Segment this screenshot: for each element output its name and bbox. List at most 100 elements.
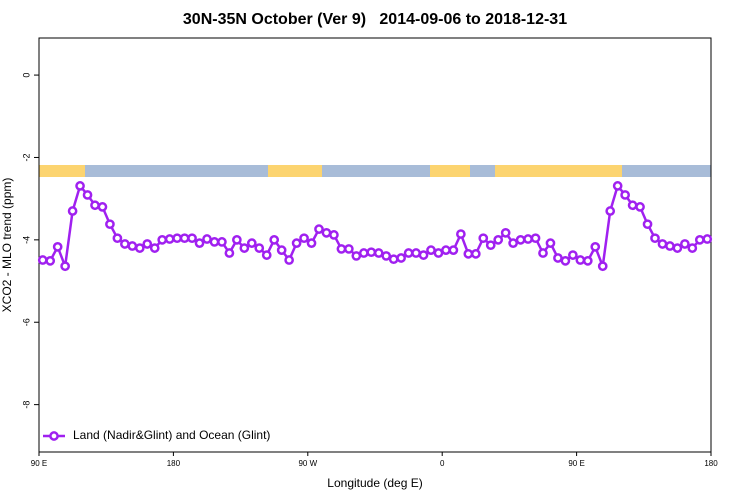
land-band — [430, 165, 470, 177]
x-tick-label: 90 E — [31, 459, 47, 468]
legend-marker — [49, 431, 59, 441]
point — [358, 248, 369, 258]
point — [60, 261, 70, 272]
point — [172, 233, 182, 244]
point — [269, 235, 280, 245]
point — [187, 233, 197, 244]
point — [582, 256, 593, 266]
point — [284, 255, 294, 265]
point — [336, 244, 347, 254]
point — [665, 241, 675, 251]
y-tick-label: -4 — [21, 236, 31, 244]
land-band — [268, 165, 322, 177]
point — [366, 247, 377, 258]
y-tick-label: -6 — [21, 318, 31, 326]
point — [620, 190, 630, 200]
point — [590, 242, 601, 252]
y-tick-label: -2 — [21, 153, 31, 161]
point — [575, 255, 586, 265]
point — [67, 206, 78, 216]
point — [82, 190, 93, 200]
point — [441, 245, 451, 255]
point — [329, 230, 339, 240]
point — [478, 233, 489, 244]
point — [560, 256, 571, 266]
point — [291, 238, 302, 248]
y-axis-label: XCO2 - MLO trend (ppm) — [0, 178, 14, 313]
point — [105, 219, 115, 230]
x-tick-label: 0 — [440, 459, 445, 468]
point — [694, 235, 705, 245]
chart-title: 30N-35N October (Ver 9) 2014-09-06 to 20… — [183, 11, 567, 28]
point — [448, 245, 459, 255]
point — [657, 239, 668, 249]
point — [344, 244, 354, 254]
point — [254, 243, 265, 253]
x-tick-label: 180 — [704, 459, 718, 468]
x-tick-label: 90 W — [298, 459, 317, 468]
point — [403, 248, 414, 258]
point — [127, 241, 138, 251]
point — [411, 248, 421, 258]
point — [164, 234, 175, 244]
point — [179, 233, 190, 244]
point — [381, 251, 392, 261]
point — [650, 233, 660, 244]
point — [500, 227, 511, 238]
point — [261, 250, 272, 260]
point — [276, 245, 287, 255]
point — [232, 235, 242, 245]
point — [157, 235, 168, 245]
y-tick-label: 0 — [21, 73, 31, 78]
point — [45, 256, 56, 266]
point — [37, 255, 48, 265]
point — [545, 238, 556, 248]
x-tick-label: 90 E — [568, 459, 584, 468]
point — [433, 248, 444, 258]
point — [553, 253, 563, 263]
point — [209, 237, 220, 247]
land-band — [39, 165, 85, 177]
plot-frame — [38, 37, 712, 453]
point — [687, 243, 698, 253]
point — [493, 235, 504, 245]
point — [485, 240, 496, 251]
land-band — [495, 165, 622, 177]
point — [538, 248, 548, 258]
point — [426, 245, 436, 255]
point — [568, 250, 578, 260]
point — [120, 239, 130, 249]
point — [530, 233, 541, 244]
point — [627, 200, 638, 211]
point — [217, 237, 227, 247]
point — [314, 224, 324, 234]
point — [202, 234, 212, 244]
point — [112, 233, 123, 244]
x-tick-label: 180 — [167, 459, 181, 468]
point — [149, 243, 160, 253]
point — [239, 243, 250, 253]
point — [418, 250, 429, 260]
point — [52, 242, 63, 252]
point — [75, 181, 85, 191]
land-ocean-strip — [39, 165, 711, 177]
point — [321, 227, 332, 238]
point — [672, 243, 683, 253]
point — [194, 238, 205, 248]
point — [470, 249, 481, 259]
point — [523, 234, 533, 244]
x-axis-label: Longitude (deg E) — [327, 476, 422, 490]
point — [597, 261, 608, 272]
point — [299, 233, 309, 244]
point — [456, 229, 466, 239]
point — [463, 249, 474, 259]
point — [508, 238, 518, 248]
point — [612, 181, 623, 191]
point — [246, 238, 257, 248]
point — [306, 238, 317, 248]
y-tick-label: -8 — [21, 401, 31, 409]
point — [351, 251, 362, 261]
legend-label: Land (Nadir&Glint) and Ocean (Glint) — [73, 428, 270, 442]
point — [702, 234, 713, 244]
